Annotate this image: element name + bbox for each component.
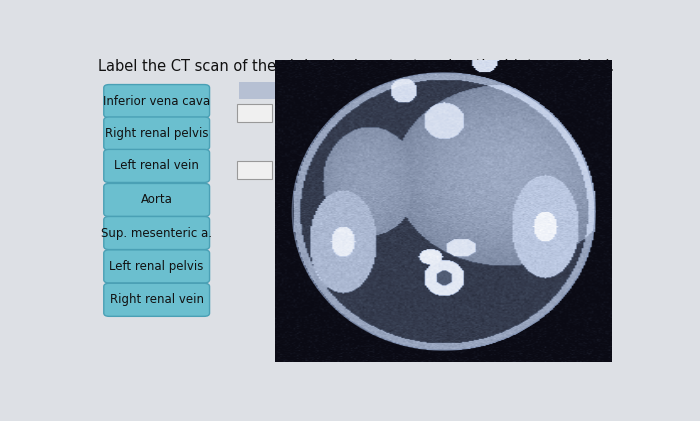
FancyBboxPatch shape bbox=[471, 328, 611, 344]
FancyBboxPatch shape bbox=[104, 117, 209, 150]
FancyBboxPatch shape bbox=[274, 328, 360, 344]
FancyBboxPatch shape bbox=[471, 162, 611, 179]
FancyBboxPatch shape bbox=[274, 293, 360, 310]
FancyBboxPatch shape bbox=[104, 216, 209, 250]
FancyBboxPatch shape bbox=[471, 104, 611, 121]
Text: R: R bbox=[288, 328, 298, 341]
FancyBboxPatch shape bbox=[274, 162, 360, 179]
Text: Left renal pelvis: Left renal pelvis bbox=[109, 260, 204, 273]
FancyBboxPatch shape bbox=[274, 60, 611, 362]
FancyBboxPatch shape bbox=[104, 283, 209, 316]
Text: Left renal vein: Left renal vein bbox=[114, 160, 199, 173]
FancyBboxPatch shape bbox=[237, 104, 272, 122]
FancyBboxPatch shape bbox=[471, 222, 611, 239]
FancyBboxPatch shape bbox=[104, 250, 209, 283]
FancyBboxPatch shape bbox=[104, 184, 209, 216]
Text: Sup. mesenteric a.: Sup. mesenteric a. bbox=[102, 226, 212, 240]
Text: Right renal pelvis: Right renal pelvis bbox=[105, 127, 209, 140]
FancyBboxPatch shape bbox=[237, 161, 272, 179]
FancyBboxPatch shape bbox=[239, 82, 354, 99]
Text: Aorta: Aorta bbox=[141, 194, 173, 206]
Text: Inferior vena cava: Inferior vena cava bbox=[103, 95, 210, 108]
Text: Label the CT scan of the abdominal contents using the hints provided.: Label the CT scan of the abdominal conte… bbox=[98, 59, 615, 74]
Text: Right renal vein: Right renal vein bbox=[110, 293, 204, 306]
FancyBboxPatch shape bbox=[104, 149, 209, 182]
FancyBboxPatch shape bbox=[274, 222, 360, 239]
FancyBboxPatch shape bbox=[104, 85, 209, 117]
Text: L: L bbox=[589, 329, 596, 342]
